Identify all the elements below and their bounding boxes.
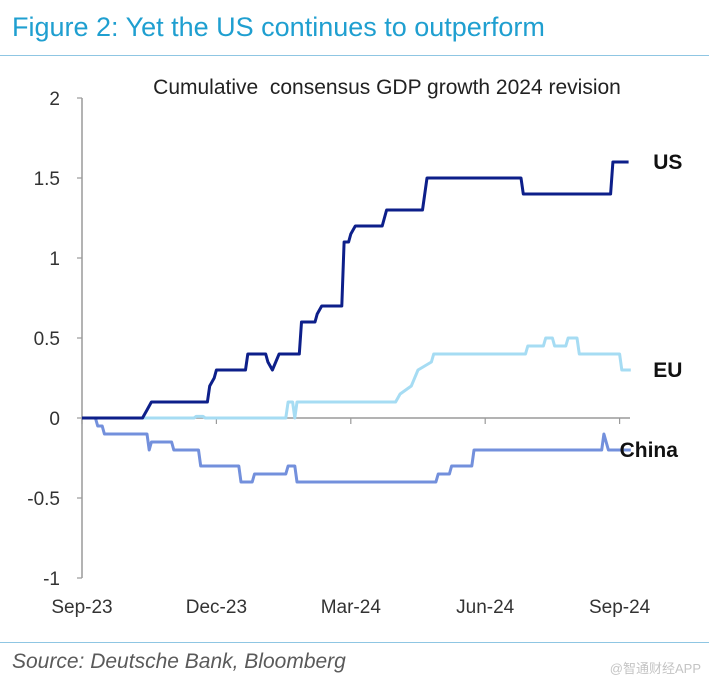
figure-title: Figure 2: Yet the US continues to outper…: [12, 12, 545, 42]
x-tick-label: Sep-24: [589, 597, 651, 618]
x-tick-label: Dec-23: [186, 597, 247, 618]
title-divider: [0, 55, 709, 56]
y-tick-label: 2: [49, 89, 60, 110]
series-line-china: [82, 416, 631, 484]
x-tick-label: Mar-24: [321, 597, 382, 618]
y-tick-label: 0.5: [34, 329, 60, 350]
series-line-us: [82, 160, 629, 420]
y-tick-label: -0.5: [27, 489, 60, 510]
y-tick-label: -1: [43, 569, 60, 590]
x-tick-label: Jun-24: [456, 597, 515, 618]
series-label-eu: EU: [653, 359, 682, 382]
chart-title: Cumulative consensus GDP growth 2024 rev…: [153, 76, 621, 99]
footer-divider: [0, 642, 709, 643]
series-line-eu: [82, 336, 631, 420]
series-label-us: US: [653, 151, 682, 174]
watermark: @智通财经APP: [609, 661, 701, 676]
series-label-china: China: [620, 439, 679, 462]
x-tick-label: Sep-23: [51, 597, 112, 618]
line-chart: Cumulative consensus GDP growth 2024 rev…: [27, 76, 682, 618]
y-tick-label: 0: [49, 409, 60, 430]
source-note: Source: Deutsche Bank, Bloomberg: [12, 650, 346, 673]
y-tick-label: 1: [49, 249, 60, 270]
y-tick-label: 1.5: [34, 169, 60, 190]
